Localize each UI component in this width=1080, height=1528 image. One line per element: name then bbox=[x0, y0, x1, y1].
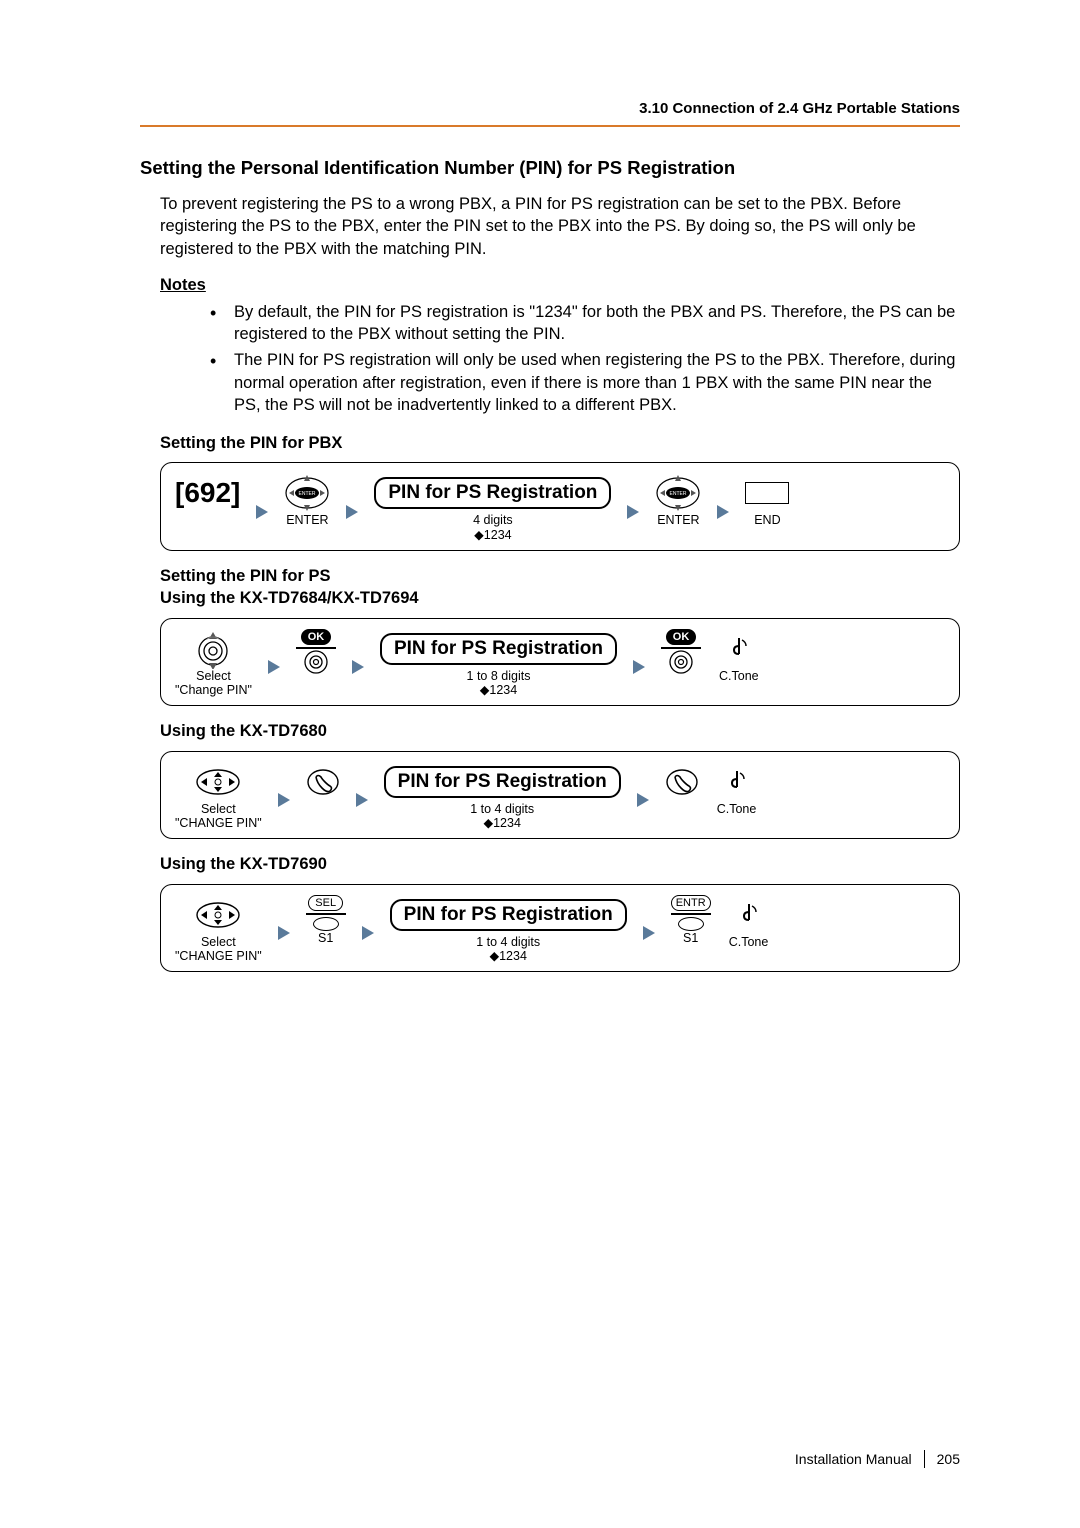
page-title: Setting the Personal Identification Numb… bbox=[140, 157, 960, 179]
tone-icon bbox=[737, 895, 761, 935]
s1-label: S1 bbox=[318, 931, 333, 945]
digits-label: 1 to 4 digits bbox=[476, 935, 540, 949]
digits-label: 1 to 8 digits bbox=[467, 669, 531, 683]
nav-pad-icon bbox=[195, 762, 241, 802]
ps-diagram: Select "Change PIN" OK PIN for PS Regist… bbox=[160, 618, 960, 707]
end-box-icon bbox=[745, 482, 789, 504]
arrow-icon bbox=[635, 791, 651, 809]
ctone-label: C.Tone bbox=[717, 802, 757, 816]
arrow-icon bbox=[641, 924, 657, 942]
ctone-label: C.Tone bbox=[719, 669, 759, 683]
arrow-icon bbox=[344, 503, 360, 521]
ok-button-icon: OK bbox=[666, 629, 697, 645]
ctone-label: C.Tone bbox=[729, 935, 769, 949]
program-code: [692] bbox=[175, 477, 240, 509]
talk-key-icon bbox=[665, 762, 699, 802]
footer-manual: Installation Manual bbox=[795, 1451, 912, 1467]
soft-key-icon bbox=[678, 917, 704, 931]
pin-display: PIN for PS Registration bbox=[384, 766, 621, 798]
td7680-diagram: Select "CHANGE PIN" PIN for PS Registrat… bbox=[160, 751, 960, 840]
select-sub-label: "CHANGE PIN" bbox=[175, 949, 262, 963]
select-label: Select bbox=[201, 935, 236, 949]
header-rule bbox=[140, 125, 960, 127]
page-footer: Installation Manual 205 bbox=[795, 1450, 960, 1468]
svg-text:ENTER: ENTER bbox=[670, 491, 687, 497]
arrow-icon bbox=[266, 658, 282, 676]
default-label: ◆1234 bbox=[483, 816, 520, 830]
end-label: END bbox=[754, 513, 780, 527]
select-sub-label: "CHANGE PIN" bbox=[175, 816, 262, 830]
jog-center-icon bbox=[665, 649, 697, 675]
select-sub-label: "Change PIN" bbox=[175, 683, 252, 697]
footer-divider bbox=[924, 1450, 925, 1468]
arrow-icon bbox=[360, 924, 376, 942]
note-item: By default, the PIN for PS registration … bbox=[210, 301, 960, 346]
svg-text:ENTER: ENTER bbox=[299, 491, 316, 497]
arrow-icon bbox=[276, 924, 292, 942]
ok-button-icon: OK bbox=[301, 629, 332, 645]
underline-icon bbox=[306, 913, 346, 915]
notes-heading: Notes bbox=[160, 276, 960, 295]
intro-paragraph: To prevent registering the PS to a wrong… bbox=[160, 193, 960, 260]
enter-key-icon: ENTER bbox=[655, 473, 701, 513]
underline-icon bbox=[671, 913, 711, 915]
default-label: ◆1234 bbox=[480, 683, 517, 697]
jog-dial-icon bbox=[193, 629, 233, 669]
arrow-icon bbox=[350, 658, 366, 676]
digits-label: 1 to 4 digits bbox=[470, 802, 534, 816]
ps-heading: Setting the PIN for PS Using the KX-TD76… bbox=[160, 565, 960, 610]
select-label: Select bbox=[201, 802, 236, 816]
enter-key-icon: ENTER bbox=[284, 473, 330, 513]
footer-page: 205 bbox=[937, 1451, 960, 1467]
td7680-heading: Using the KX-TD7680 bbox=[160, 720, 960, 742]
select-label: Select bbox=[196, 669, 231, 683]
talk-key-icon bbox=[306, 762, 340, 802]
nav-pad-icon bbox=[195, 895, 241, 935]
td7690-diagram: Select "CHANGE PIN" SEL S1 PIN for PS Re… bbox=[160, 884, 960, 973]
arrow-icon bbox=[354, 791, 370, 809]
arrow-icon bbox=[631, 658, 647, 676]
default-label: ◆1234 bbox=[474, 528, 511, 542]
notes-list: By default, the PIN for PS registration … bbox=[210, 301, 960, 416]
note-item: The PIN for PS registration will only be… bbox=[210, 349, 960, 416]
sel-button-icon: SEL bbox=[308, 895, 343, 911]
pin-display: PIN for PS Registration bbox=[374, 477, 611, 509]
default-label: ◆1234 bbox=[489, 949, 526, 963]
digits-label: 4 digits bbox=[473, 513, 513, 527]
enter-label: ENTER bbox=[286, 513, 328, 527]
arrow-icon bbox=[715, 503, 731, 521]
section-header: 3.10 Connection of 2.4 GHz Portable Stat… bbox=[140, 100, 960, 117]
enter-label: ENTER bbox=[657, 513, 699, 527]
pbx-heading: Setting the PIN for PBX bbox=[160, 432, 960, 454]
pbx-diagram: [692] ENTER ENTER bbox=[160, 462, 960, 551]
arrow-icon bbox=[276, 791, 292, 809]
td7690-heading: Using the KX-TD7690 bbox=[160, 853, 960, 875]
tone-icon bbox=[727, 629, 751, 669]
tone-icon bbox=[725, 762, 749, 802]
arrow-icon bbox=[625, 503, 641, 521]
pin-display: PIN for PS Registration bbox=[390, 899, 627, 931]
soft-key-icon bbox=[313, 917, 339, 931]
jog-center-icon bbox=[300, 649, 332, 675]
s1-label: S1 bbox=[683, 931, 698, 945]
pin-display: PIN for PS Registration bbox=[380, 633, 617, 665]
arrow-icon bbox=[254, 503, 270, 521]
entr-button-icon: ENTR bbox=[671, 895, 711, 911]
